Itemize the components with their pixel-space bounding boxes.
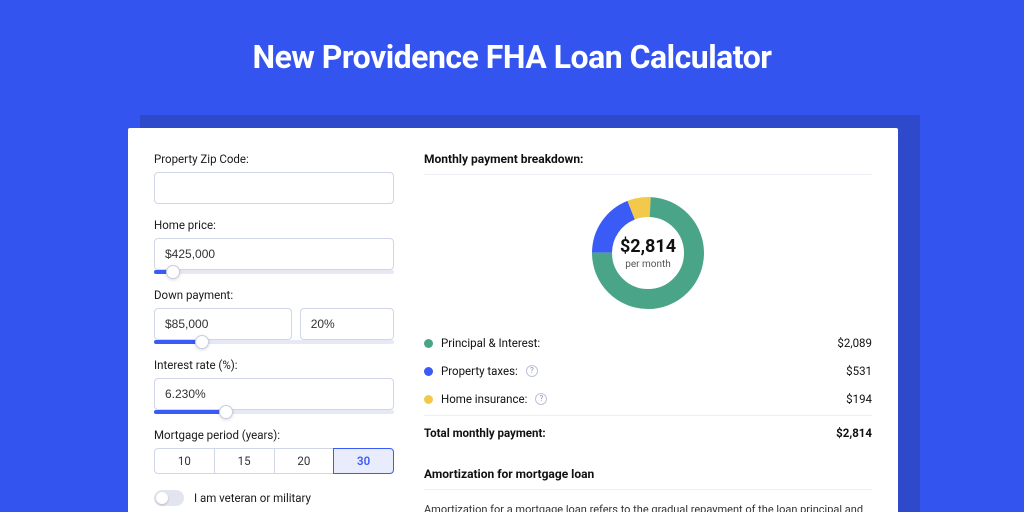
price-slider[interactable] (154, 270, 394, 274)
down-slider-thumb[interactable] (195, 335, 209, 349)
zip-group: Property Zip Code: (154, 152, 394, 204)
legend-label-insurance: Home insurance: (441, 392, 527, 406)
legend-value-principal: $2,089 (837, 336, 872, 350)
rate-slider[interactable] (154, 410, 394, 414)
legend-row-insurance: Home insurance: ? $194 (424, 385, 872, 413)
down-amount-input[interactable] (154, 308, 292, 340)
legend-dot-insurance (424, 395, 433, 404)
zip-label: Property Zip Code: (154, 152, 394, 166)
price-group: Home price: (154, 218, 394, 274)
donut-wrap: $2,814 per month (424, 187, 872, 329)
payment-donut-chart: $2,814 per month (588, 193, 708, 313)
price-label: Home price: (154, 218, 394, 232)
divider (424, 174, 872, 175)
amortization-section: Amortization for mortgage loan Amortizat… (424, 467, 872, 512)
legend-dot-principal (424, 339, 433, 348)
down-slider[interactable] (154, 340, 394, 344)
price-input[interactable] (154, 238, 394, 270)
donut-sublabel: per month (620, 259, 676, 270)
veteran-row: I am veteran or military (154, 490, 394, 506)
amortization-text: Amortization for a mortgage loan refers … (424, 502, 872, 512)
divider (424, 489, 872, 490)
legend-row-total: Total monthly payment: $2,814 (424, 415, 872, 447)
legend-value-insurance: $194 (846, 392, 872, 406)
period-options: 10 15 20 30 (154, 448, 394, 474)
rate-slider-fill (154, 410, 226, 414)
page-title: New Providence FHA Loan Calculator (0, 0, 1024, 76)
period-option-10[interactable]: 10 (154, 448, 215, 474)
info-icon[interactable]: ? (526, 365, 538, 377)
rate-slider-thumb[interactable] (219, 405, 233, 419)
breakdown-title: Monthly payment breakdown: (424, 152, 872, 166)
price-slider-thumb[interactable] (166, 265, 180, 279)
veteran-toggle[interactable] (154, 490, 184, 506)
rate-label: Interest rate (%): (154, 358, 394, 372)
period-group: Mortgage period (years): 10 15 20 30 (154, 428, 394, 474)
period-option-15[interactable]: 15 (214, 448, 275, 474)
down-label: Down payment: (154, 288, 394, 302)
legend-row-taxes: Property taxes: ? $531 (424, 357, 872, 385)
period-label: Mortgage period (years): (154, 428, 394, 442)
legend-label-taxes: Property taxes: (441, 364, 518, 378)
donut-center: $2,814 per month (620, 236, 676, 270)
results-column: Monthly payment breakdown: $2,814 per mo… (424, 152, 872, 504)
rate-input[interactable] (154, 378, 394, 410)
down-group: Down payment: (154, 288, 394, 344)
legend-label-principal: Principal & Interest: (441, 336, 540, 350)
period-option-30[interactable]: 30 (333, 448, 394, 474)
zip-input[interactable] (154, 172, 394, 204)
total-value: $2,814 (836, 426, 872, 440)
donut-amount: $2,814 (620, 236, 676, 257)
down-pct-input[interactable] (300, 308, 394, 340)
calculator-card: Property Zip Code: Home price: Down paym… (128, 128, 898, 512)
amortization-title: Amortization for mortgage loan (424, 467, 872, 481)
info-icon[interactable]: ? (535, 393, 547, 405)
total-label: Total monthly payment: (424, 426, 546, 440)
period-option-20[interactable]: 20 (274, 448, 335, 474)
rate-group: Interest rate (%): (154, 358, 394, 414)
veteran-label: I am veteran or military (194, 491, 311, 505)
legend-dot-taxes (424, 367, 433, 376)
legend-value-taxes: $531 (846, 364, 872, 378)
legend-row-principal: Principal & Interest: $2,089 (424, 329, 872, 357)
form-column: Property Zip Code: Home price: Down paym… (154, 152, 394, 504)
